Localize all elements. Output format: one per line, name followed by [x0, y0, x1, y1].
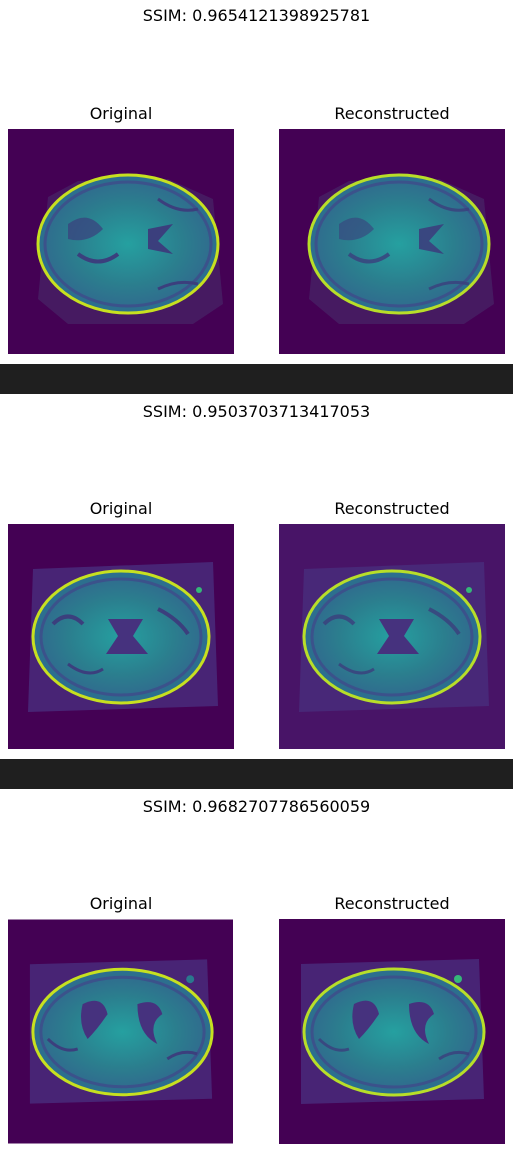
comparison-panel-2: SSIM: 0.9503703713417053 Original Recons… [0, 394, 513, 759]
original-mri-image-3 [8, 919, 234, 1144]
ssim-score-3: SSIM: 0.9682707786560059 [142, 797, 371, 816]
comparison-panel-1: SSIM: 0.9654121398925781 Original Recons… [0, 0, 513, 364]
reconstructed-mri-image-2 [279, 524, 505, 749]
original-mri-image-2 [8, 524, 234, 749]
reconstructed-mri-image-3 [279, 919, 505, 1144]
ssim-score-2: SSIM: 0.9503703713417053 [142, 402, 371, 421]
original-title-2: Original [89, 499, 153, 518]
ssim-score-1: SSIM: 0.9654121398925781 [142, 6, 371, 25]
original-title-1: Original [89, 104, 153, 123]
reconstructed-title-3: Reconstructed [334, 894, 450, 913]
reconstructed-title-1: Reconstructed [334, 104, 450, 123]
comparison-panel-3: SSIM: 0.9682707786560059 Original Recons… [0, 789, 513, 1150]
separator-bar-1 [0, 364, 513, 394]
original-title-3: Original [89, 894, 153, 913]
reconstructed-mri-image-1 [279, 129, 505, 354]
separator-bar-2 [0, 759, 513, 789]
reconstructed-title-2: Reconstructed [334, 499, 450, 518]
original-mri-image-1 [8, 129, 234, 354]
